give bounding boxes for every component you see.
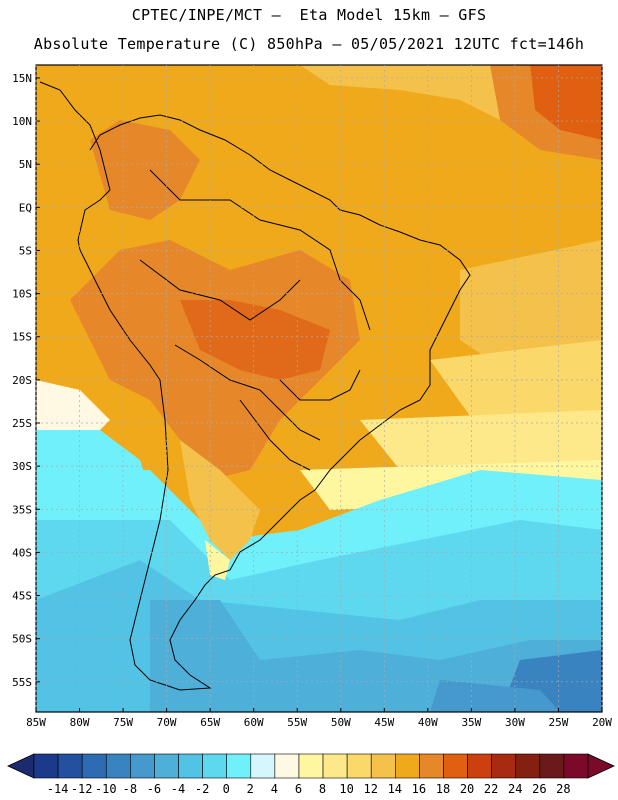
colorbar-bin — [515, 753, 541, 779]
lat-tick-label: 15S — [12, 331, 32, 344]
lat-tick-label: 25S — [12, 417, 32, 430]
colorbar-label: 22 — [484, 782, 498, 796]
colorbar-label: 26 — [532, 782, 546, 796]
colorbar-label: 0 — [223, 782, 230, 796]
map-frame — [35, 64, 603, 713]
lon-tick-label: 60W — [244, 716, 264, 729]
colorbar-bin — [105, 753, 131, 779]
coastlines — [39, 81, 471, 691]
colorbar-label: -10 — [95, 782, 117, 796]
colorbar-bin — [57, 753, 83, 779]
colorbar-bin — [346, 753, 372, 779]
colorbar-label: 18 — [436, 782, 450, 796]
title-line-2: Absolute Temperature (C) 850hPa – 05/05/… — [33, 35, 585, 53]
colorbar-bin — [395, 753, 420, 779]
colorbar-label: 4 — [271, 782, 278, 796]
colorbar-bin — [467, 753, 492, 779]
latitude-labels: 15N 10N 5N EQ 5S 10S 15S 20S 25S 30S 35S 40S 45S 50S 5… — [12, 72, 32, 689]
colorbar-label: 14 — [388, 782, 402, 796]
lon-tick-label: 25W — [549, 716, 569, 729]
lon-tick-label: 55W — [287, 716, 307, 729]
lon-tick-label: 35W — [461, 716, 481, 729]
lat-tick-label: 35S — [12, 503, 32, 516]
colorbar-label: 20 — [460, 782, 474, 796]
lon-tick-label: 65W — [200, 716, 220, 729]
lat-tick-label: EQ — [19, 201, 32, 214]
colorbar-bin — [539, 753, 565, 779]
colorbar-label: -8 — [123, 782, 137, 796]
lat-tick-label: 10S — [12, 288, 32, 301]
lat-tick-label: 5S — [19, 244, 32, 257]
colorbar-bin — [130, 753, 155, 779]
lat-tick-label: 5N — [19, 158, 32, 171]
lon-tick-label: 20W — [592, 716, 612, 729]
colorbar-bin — [419, 753, 444, 779]
lon-tick-label: 75W — [113, 716, 133, 729]
lon-tick-label: 45W — [374, 716, 394, 729]
colorbar-bin — [250, 753, 276, 779]
colorbar-label: 16 — [412, 782, 426, 796]
lat-tick-label: 45S — [12, 590, 32, 603]
colorbar-bin — [226, 753, 252, 779]
colorbar-bin — [322, 753, 348, 779]
colorbar — [7, 753, 615, 779]
lon-tick-label: 85W — [26, 716, 46, 729]
colorbar-under-arrow — [7, 753, 35, 779]
colorbar-label: -2 — [195, 782, 209, 796]
colorbar-label: 24 — [508, 782, 522, 796]
graticule — [35, 65, 603, 712]
colorbar-bin — [298, 753, 324, 779]
title-line-1: CPTEC/INPE/MCT – Eta Model 15km – GFS — [131, 6, 487, 24]
lat-tick-label: 20S — [12, 374, 32, 387]
colorbar-bin — [491, 753, 517, 779]
lon-tick-label: 70W — [157, 716, 177, 729]
colorbar-label: 10 — [339, 782, 353, 796]
colorbar-bin — [33, 753, 59, 779]
colorbar-bin — [81, 753, 107, 779]
colorbar-over-arrow — [587, 753, 615, 779]
colorbar-label: 2 — [247, 782, 254, 796]
colorbar-bin — [202, 753, 227, 779]
lat-tick-label: 50S — [12, 633, 32, 646]
lon-tick-label: 40W — [418, 716, 438, 729]
colorbar-bin — [563, 753, 589, 779]
lat-tick-label: 10N — [12, 115, 32, 128]
lat-tick-label: 15N — [12, 72, 32, 85]
colorbar-bin — [370, 753, 396, 779]
colorbar-label: -14 — [47, 782, 69, 796]
lat-tick-label: 55S — [12, 676, 32, 689]
temperature-field — [36, 65, 602, 712]
colorbar-label: 8 — [319, 782, 326, 796]
longitude-labels: 85W 80W 75W 70W 65W 60W 55W 50W 45W 40W 35W 30W 25W 2… — [26, 716, 612, 729]
colorbar-bin — [274, 753, 300, 779]
lat-tick-label: 30S — [12, 460, 32, 473]
colorbar-label: -4 — [171, 782, 185, 796]
lon-tick-label: 80W — [70, 716, 90, 729]
colorbar-label: 6 — [295, 782, 302, 796]
colorbar-bin — [178, 753, 203, 779]
colorbar-label: 28 — [556, 782, 570, 796]
lat-tick-label: 40S — [12, 546, 32, 559]
colorbar-bin — [154, 753, 179, 779]
colorbar-bin — [443, 753, 468, 779]
colorbar-label: -12 — [71, 782, 93, 796]
colorbar-label: 12 — [363, 782, 377, 796]
lon-tick-label: 50W — [331, 716, 351, 729]
colorbar-labels: -14 -12 -10 -8 -6 -4 -2 0 2 4 6 8 10 12 14 16 18 20 22 24 26… — [47, 782, 571, 796]
lon-tick-label: 30W — [505, 716, 525, 729]
colorbar-label: -6 — [147, 782, 161, 796]
